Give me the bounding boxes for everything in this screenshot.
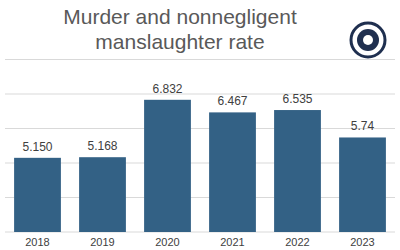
data-label: 5.168 xyxy=(87,139,117,153)
x-tick-label: 2019 xyxy=(90,236,114,248)
grid-line xyxy=(5,232,395,233)
grid-line xyxy=(5,197,395,198)
x-tick-label: 2023 xyxy=(350,236,374,248)
bars xyxy=(14,100,386,232)
data-label: 5.150 xyxy=(22,140,52,154)
data-label: 6.467 xyxy=(217,94,247,108)
chart-title: Murder and nonnegligentmanslaughter rate xyxy=(63,5,297,53)
data-label: 6.535 xyxy=(282,92,312,106)
x-tick-label: 2021 xyxy=(220,236,244,248)
bar xyxy=(14,158,61,232)
background xyxy=(0,0,400,250)
grid-line xyxy=(5,163,395,164)
bar xyxy=(144,100,191,232)
bar xyxy=(79,157,126,232)
x-tick-label: 2020 xyxy=(155,236,179,248)
grid-line xyxy=(5,128,395,129)
x-tick-label: 2022 xyxy=(285,236,309,248)
data-label: 6.832 xyxy=(152,82,182,96)
chart-svg: 5.150 5.168 6.832 6.467 6.535 5.74 2018 2019 202… xyxy=(0,0,400,250)
logo xyxy=(351,23,385,57)
bar xyxy=(274,110,321,232)
bar xyxy=(339,137,386,232)
grid-line xyxy=(5,94,395,95)
x-tick-label: 2018 xyxy=(25,236,49,248)
chart-container: 5.150 5.168 6.832 6.467 6.535 5.74 2018 2019 202… xyxy=(0,0,400,250)
data-label: 5.74 xyxy=(351,119,375,133)
bar xyxy=(209,112,256,232)
grid-line xyxy=(5,59,395,60)
